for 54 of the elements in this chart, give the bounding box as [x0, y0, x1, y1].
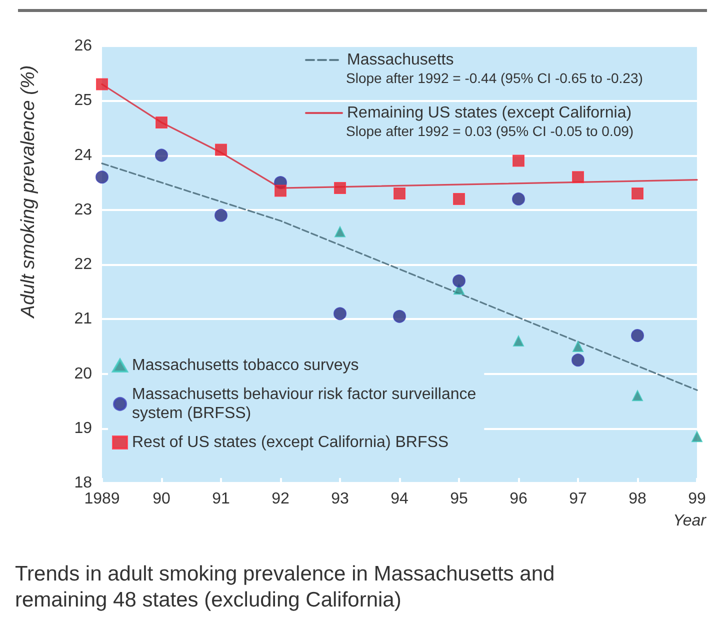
- x-tick-label: 92: [272, 490, 290, 508]
- point: [513, 335, 524, 346]
- point: [393, 310, 406, 323]
- point: [453, 192, 465, 205]
- point: [214, 208, 228, 222]
- y-tick-label: 18: [74, 474, 92, 492]
- x-tick-label: 95: [450, 490, 468, 508]
- point: [155, 148, 168, 162]
- point: [452, 274, 466, 288]
- y-axis-title: Adult smoking prevalence (%): [18, 65, 39, 319]
- y-tick-label: 20: [74, 365, 92, 382]
- point: [512, 192, 525, 206]
- y-tick-label: 26: [74, 38, 92, 54]
- x-tick-label: 97: [569, 490, 587, 508]
- x-tick-label: 1989: [84, 490, 120, 508]
- y-tick-label: 23: [74, 201, 92, 218]
- x-tick-label: 99: [688, 490, 706, 508]
- x-tick-label: 96: [510, 490, 528, 508]
- legend-label: Massachusetts behaviour risk factor surveillance system (BRFSS): [132, 386, 476, 422]
- annotation: Slope after 1992 = -0.44 (95% CI -0.65 to -0.23): [346, 70, 643, 86]
- legend-label: Remaining US states (except California): [347, 104, 632, 122]
- x-tick-label: 98: [628, 490, 646, 508]
- point: [334, 226, 346, 238]
- point: [572, 354, 584, 367]
- y-tick-label: 22: [74, 256, 92, 273]
- x-axis-title: Year: [673, 512, 707, 530]
- point: [96, 78, 108, 90]
- annotation: Slope after 1992 = 0.03 (95% CI -0.05 to 0.09): [346, 123, 634, 139]
- x-tick-label: 93: [331, 490, 349, 508]
- y-tick-label: 24: [74, 146, 92, 164]
- legend-label: Massachusetts: [347, 52, 454, 68]
- legend-label: Massachusetts tobacco surveys: [132, 357, 359, 374]
- point: [334, 307, 346, 320]
- point: [334, 182, 346, 194]
- point: [156, 116, 168, 128]
- y-tick-label: 21: [74, 310, 92, 328]
- point: [572, 340, 584, 352]
- x-tick-label: 94: [390, 490, 408, 508]
- point: [274, 184, 286, 197]
- point: [631, 329, 644, 342]
- x-tick-label: 90: [152, 490, 170, 508]
- point: [512, 154, 524, 167]
- x-tick-label: 91: [212, 490, 230, 508]
- point: [632, 390, 643, 402]
- text: Trends in adult smoking prevalence in Massachusetts and remaining 48 states (excluding California): [15, 562, 561, 612]
- point: [394, 187, 406, 200]
- point: [215, 144, 227, 156]
- point: [572, 171, 584, 184]
- y-tick-label: 25: [74, 92, 92, 110]
- y-tick-label: 19: [74, 420, 92, 437]
- legend-label: Rest of US states (except California) BRFSS: [132, 434, 449, 451]
- point: [692, 431, 702, 442]
- point: [96, 170, 108, 184]
- point: [632, 187, 644, 200]
